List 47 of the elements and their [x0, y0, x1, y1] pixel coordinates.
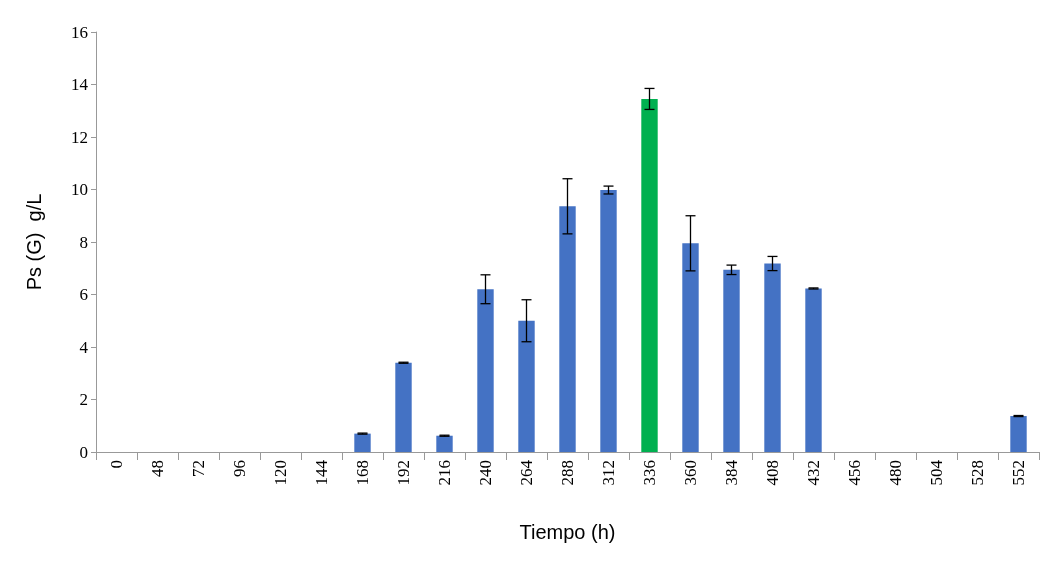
x-tick-label: 408 [763, 460, 782, 486]
x-tick-label: 480 [886, 460, 905, 486]
y-tick-label: 14 [71, 75, 89, 94]
x-tick-label: 168 [353, 460, 372, 486]
x-tick-label: 456 [845, 460, 864, 486]
bar [641, 98, 658, 452]
bar [395, 362, 412, 452]
x-tick-label: 384 [722, 459, 741, 486]
x-tick-label: 504 [927, 459, 946, 486]
y-tick-label: 12 [71, 127, 88, 147]
x-tick-label: 360 [681, 460, 700, 486]
x-tick-label: 264 [517, 459, 536, 486]
y-tick-label: 8 [79, 232, 88, 252]
bar [1010, 416, 1027, 452]
y-tick-label: 4 [79, 337, 89, 357]
x-tick-label: 528 [968, 460, 987, 486]
x-tick-label: 120 [271, 460, 290, 486]
y-tick-label: 2 [79, 390, 88, 409]
x-tick-label: 432 [804, 460, 823, 486]
bar [477, 289, 494, 452]
bar [682, 243, 699, 452]
x-tick-label: 288 [558, 460, 577, 486]
y-axis-title: Ps (G) g/L [23, 193, 45, 291]
bar [559, 206, 576, 452]
x-tick-label: 312 [599, 460, 618, 486]
x-tick-label: 336 [640, 460, 659, 486]
bar [723, 269, 740, 452]
y-tick-label: 6 [79, 285, 88, 304]
x-tick-label: 216 [435, 460, 454, 486]
x-axis-title: Tiempo (h) [519, 521, 616, 543]
x-tick-label: 96 [230, 460, 249, 477]
x-tick-label: 0 [107, 460, 126, 469]
bar [354, 433, 371, 452]
y-tick-label: 10 [71, 180, 88, 199]
y-tick-label: 0 [79, 442, 88, 462]
x-tick-label: 144 [312, 459, 331, 486]
x-tick-label: 240 [476, 460, 495, 486]
x-tick-label: 72 [189, 460, 208, 477]
bar [805, 288, 822, 452]
y-tick-label: 16 [71, 22, 88, 42]
x-tick-label: 192 [394, 460, 413, 486]
bar [518, 320, 535, 452]
bar [600, 190, 617, 452]
bar [436, 435, 453, 452]
x-tick-label: 552 [1009, 460, 1028, 486]
bar [764, 263, 781, 452]
x-tick-label: 48 [148, 460, 167, 477]
